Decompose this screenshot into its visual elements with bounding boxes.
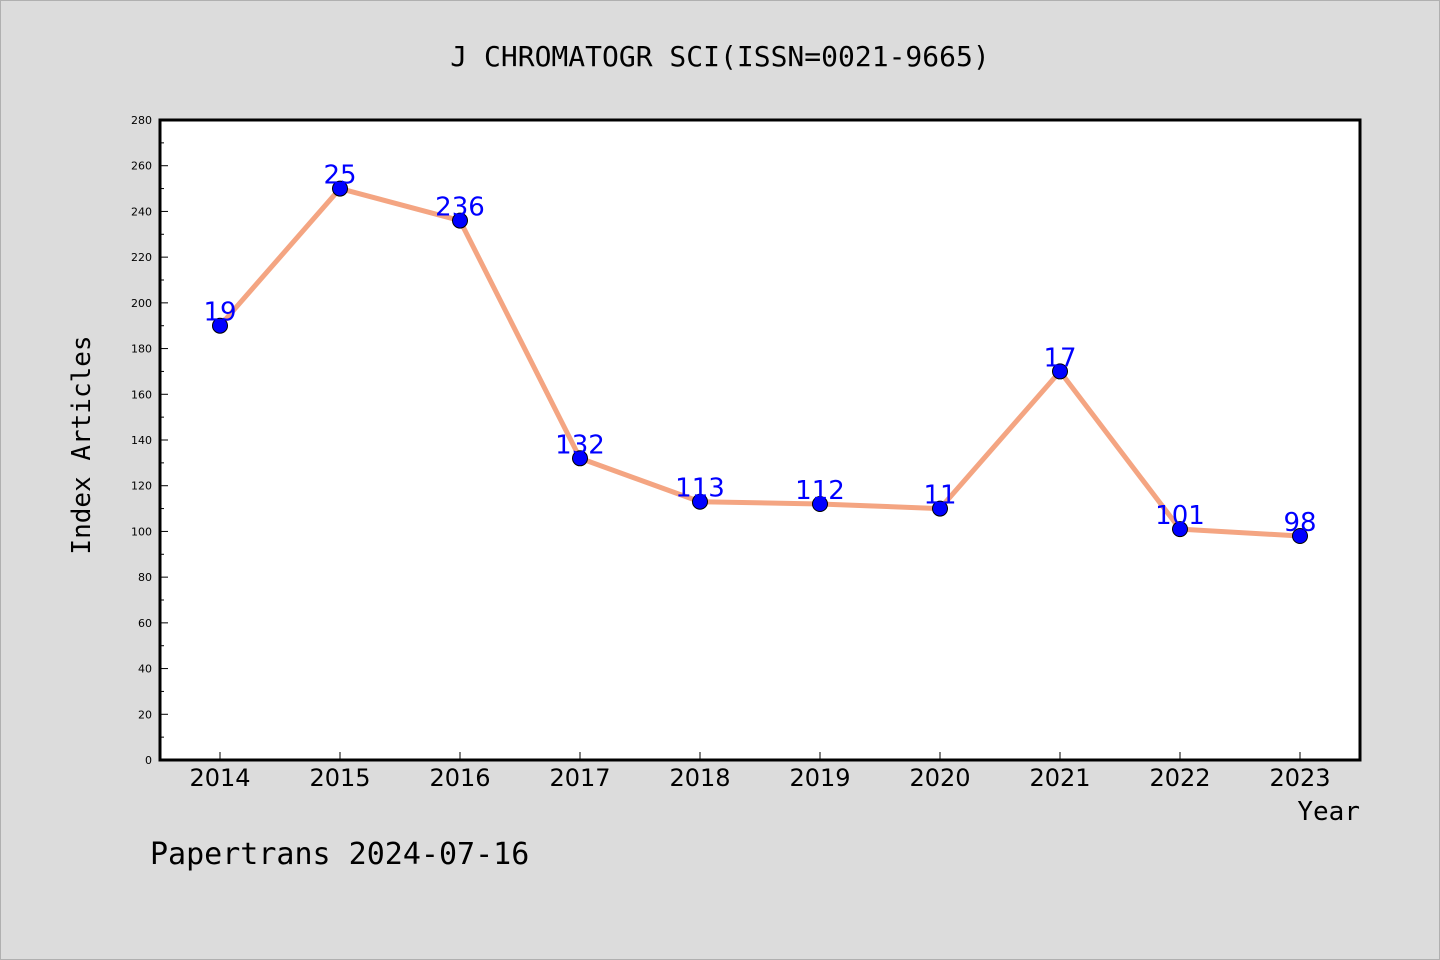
data-label: 11 [923, 481, 956, 511]
y-axis-label: Index Articles [67, 335, 97, 554]
x-tick-label: 2014 [189, 764, 250, 792]
data-point [812, 496, 828, 512]
data-label: 25 [323, 161, 356, 191]
x-tick-label: 2021 [1029, 764, 1090, 792]
y-tick-label: 160 [131, 388, 152, 401]
y-tick-label: 0 [145, 754, 152, 767]
data-label: 101 [1155, 501, 1205, 531]
x-tick-label: 2017 [549, 764, 610, 792]
y-tick-label: 100 [131, 525, 152, 538]
data-label: 17 [1043, 343, 1076, 373]
data-label: 112 [795, 476, 845, 506]
x-axis-ticks: 2014 2015 2016 2017 2018 2019 2020 2021 2022 2023 [189, 752, 1331, 792]
plot-frame [158, 118, 1362, 762]
data-label: 132 [555, 430, 605, 460]
series-line [218, 186, 1301, 539]
y-tick-label: 220 [131, 251, 152, 264]
y-tick-label: 140 [131, 434, 152, 447]
y-tick-label: 20 [138, 708, 152, 721]
data-label: 98 [1283, 508, 1316, 538]
y-tick-label: 240 [131, 205, 152, 218]
x-tick-label: 2023 [1269, 764, 1330, 792]
x-tick-label: 2016 [429, 764, 490, 792]
y-tick-label: 120 [131, 480, 152, 493]
data-point [1052, 363, 1068, 380]
data-point [332, 180, 348, 197]
x-tick-label: 2019 [789, 764, 850, 792]
y-tick-label: 200 [131, 297, 152, 310]
y-tick-label: 260 [131, 160, 152, 173]
data-point [572, 450, 588, 467]
data-point [1172, 521, 1188, 538]
data-label: 113 [675, 474, 725, 504]
data-point [212, 317, 228, 334]
y-tick-label: 280 [131, 114, 152, 127]
footer-text: Papertrans 2024-07-16 [150, 837, 529, 872]
y-tick-label: 40 [138, 663, 152, 676]
x-tick-label: 2022 [1149, 764, 1210, 792]
chart-title: J CHROMATOGR SCI(ISSN=0021-9665) [450, 40, 989, 73]
x-tick-label: 2015 [309, 764, 370, 792]
series-group: 19 25 236 132 113 112 11 17 101 98 [203, 161, 1317, 544]
data-point [932, 500, 948, 517]
data-label: 236 [435, 193, 485, 223]
y-tick-label: 60 [138, 617, 152, 630]
data-label: 19 [203, 298, 236, 328]
y-tick-label: 80 [138, 571, 152, 584]
data-point [692, 493, 708, 510]
y-tick-label: 180 [131, 343, 152, 356]
plot-area [160, 120, 1360, 760]
data-point [1292, 528, 1308, 544]
x-tick-label: 2018 [669, 764, 730, 792]
data-point [452, 212, 468, 229]
x-axis-label: Year [1297, 797, 1360, 827]
y-axis-ticks: 0 20 40 60 80 100 120 140 160 180 200 220 240 260 280 [131, 114, 168, 767]
x-tick-label: 2020 [909, 764, 970, 792]
